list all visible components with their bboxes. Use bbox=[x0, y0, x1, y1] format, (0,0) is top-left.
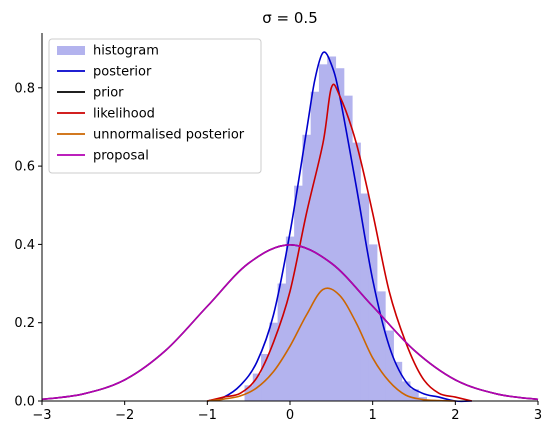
x-tick-label: 0 bbox=[286, 408, 294, 423]
histogram-bar bbox=[302, 134, 312, 401]
histogram-bar bbox=[385, 330, 394, 401]
x-tick-label: 1 bbox=[369, 408, 377, 423]
legend-label-prior: prior bbox=[93, 86, 124, 101]
histogram-bar bbox=[261, 354, 270, 401]
chart-title: σ = 0.5 bbox=[262, 9, 317, 27]
y-tick-label: 0.6 bbox=[14, 160, 35, 175]
histogram-bar bbox=[409, 389, 419, 401]
y-tick-label: 0.8 bbox=[14, 81, 35, 96]
histogram-bar bbox=[335, 68, 345, 401]
y-tick-label: 0.2 bbox=[14, 316, 35, 331]
x-tick-label: 2 bbox=[451, 408, 459, 423]
histogram-bar bbox=[269, 322, 279, 401]
legend-label-likelihood: likelihood bbox=[93, 107, 155, 122]
legend: histogram posterior prior likelihood unnorma… bbox=[48, 38, 262, 174]
x-tick-label: −2 bbox=[115, 408, 134, 423]
x-tick-label: −3 bbox=[32, 408, 51, 423]
histogram-bar bbox=[401, 381, 411, 401]
histogram-bar bbox=[285, 236, 295, 401]
y-tick-label: 0.0 bbox=[14, 395, 35, 410]
axes: −3 −2 −1 0 1 2 3 0.0 0.2 0.4 0.6 0.8 bbox=[14, 33, 542, 423]
histogram-bar bbox=[393, 361, 403, 401]
histogram-bar bbox=[310, 91, 320, 402]
legend-box bbox=[48, 38, 262, 174]
x-tick-label: −1 bbox=[198, 408, 217, 423]
histogram-layer bbox=[244, 56, 427, 402]
legend-label-histogram: histogram bbox=[93, 44, 159, 59]
x-tick-label: 3 bbox=[534, 408, 542, 423]
legend-label-proposal: proposal bbox=[93, 149, 149, 164]
histogram-bar bbox=[318, 64, 328, 401]
series-line-proposal bbox=[41, 243, 539, 401]
series-line-likelihood bbox=[207, 83, 473, 402]
legend-swatch-histogram bbox=[57, 46, 85, 55]
histogram-bar bbox=[294, 185, 303, 401]
histogram-bar bbox=[277, 283, 287, 401]
legend-label-unnormalised-posterior: unnormalised posterior bbox=[93, 128, 245, 143]
series-line-unnormalised-posterior bbox=[207, 287, 456, 402]
histogram-bar bbox=[327, 56, 337, 402]
y-tick-label: 0.4 bbox=[14, 238, 35, 253]
histogram-bar bbox=[368, 244, 378, 401]
legend-label-posterior: posterior bbox=[93, 65, 152, 80]
series-layer bbox=[41, 51, 539, 403]
histogram-bar bbox=[352, 142, 361, 402]
histogram-bar bbox=[376, 291, 386, 401]
series-line-posterior bbox=[207, 51, 472, 403]
histogram-bar bbox=[343, 95, 353, 401]
